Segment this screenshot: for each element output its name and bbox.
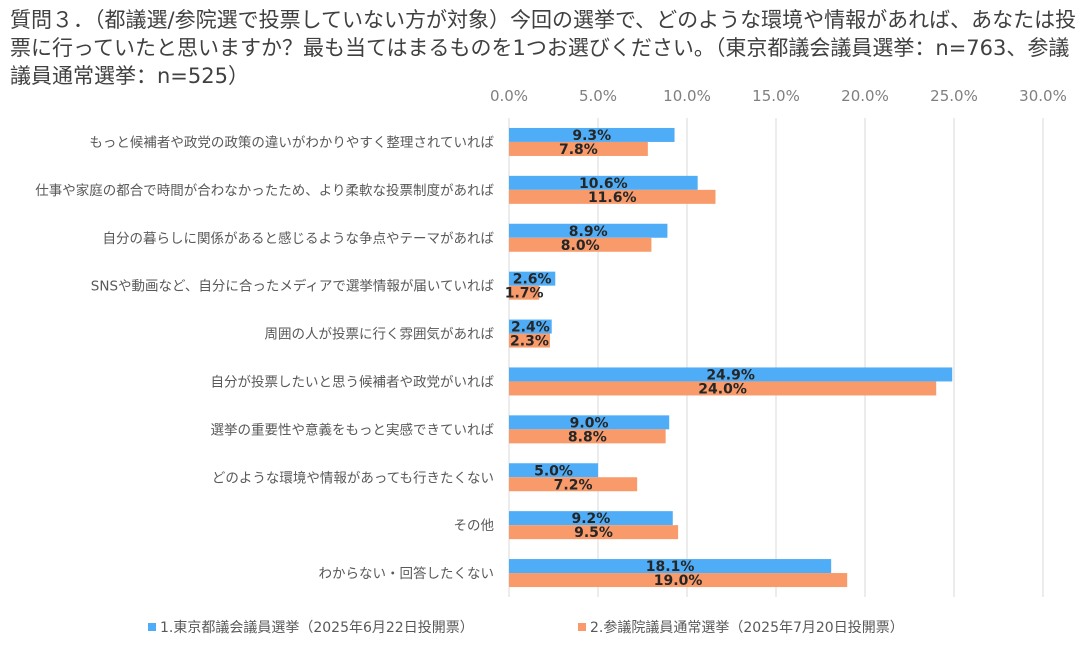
data-label-series1: 2.6% (513, 272, 552, 288)
data-label-series1: 18.1% (646, 559, 695, 575)
bar-series1 (509, 367, 953, 382)
data-label-series2: 7.8% (559, 142, 598, 158)
x-tick-label: 10.0% (663, 87, 711, 105)
data-label-series1: 9.0% (570, 415, 609, 431)
data-label-series2: 2.3% (510, 334, 549, 350)
x-tick-label: 20.0% (841, 87, 889, 105)
legend-item-series1: 1.東京都議会議員選挙（2025年6月22日投開票） (148, 617, 474, 637)
bar-series2 (509, 333, 550, 348)
category-label: もっと候補者や政党の政策の違いがわかりやすく整理されていれば (89, 134, 494, 151)
x-tick-label: 15.0% (752, 87, 800, 105)
bar-series2 (509, 189, 716, 204)
data-label-series1: 5.0% (534, 463, 573, 479)
bar-series2 (509, 237, 652, 252)
bar-series1 (509, 559, 832, 574)
bar-series1 (509, 511, 673, 526)
data-label-series1: 10.6% (579, 176, 628, 192)
bar-series1 (509, 175, 698, 190)
bar-series2 (509, 381, 937, 396)
category-label: 自分の暮らしに関係があると感じるような争点やテーマがあれば (103, 230, 495, 247)
bar-series1 (509, 319, 552, 334)
category-label: 周囲の人が投票に行く雰囲気があれば (265, 327, 495, 343)
bar-series1 (509, 223, 668, 238)
bar-series1 (509, 415, 670, 430)
data-label-series2: 8.0% (561, 238, 600, 254)
x-tick-label: 30.0% (1019, 87, 1067, 105)
legend-label-series1: 1.東京都議会議員選挙（2025年6月22日投開票） (160, 620, 474, 636)
bar-series2 (509, 477, 638, 492)
x-tick-label: 5.0% (579, 87, 617, 105)
bar-series1 (509, 271, 556, 286)
data-label-series1: 9.2% (571, 511, 610, 527)
data-label-series1: 2.4% (511, 320, 550, 336)
bar-series2 (509, 573, 848, 588)
category-label: 自分が投票したいと思う候補者や政党がいれば (211, 374, 495, 390)
data-label-series2: 19.0% (654, 573, 703, 589)
data-label-series2: 24.0% (698, 381, 747, 397)
category-label: どのような環境や情報があっても行きたくない (212, 470, 494, 486)
bar-series2 (509, 285, 540, 300)
legend-swatch-series2 (578, 623, 586, 631)
bar-series2 (509, 525, 679, 540)
data-label-series1: 8.9% (569, 224, 608, 240)
data-label-series2: 1.7% (505, 286, 544, 302)
chart-title: 質問３．（都議選/参院選で投票していない方が対象）今回の選挙で、どのような環境や… (10, 8, 1077, 88)
category-label: SNSや動画など、自分に合ったメディアで選挙情報が届いていれば (91, 278, 495, 295)
legend-item-series2: 2.参議院議員通常選挙（2025年7月20日投開票） (578, 617, 904, 637)
data-label-series1: 24.9% (706, 367, 755, 383)
x-tick-label: 0.0% (490, 87, 528, 105)
bar-series2 (509, 429, 666, 444)
data-label-series2: 11.6% (588, 190, 637, 206)
category-label: 選挙の重要性や意義をもっと実感できていれば (211, 421, 495, 438)
bar-series1 (509, 463, 598, 478)
data-label-series2: 8.8% (568, 429, 607, 445)
legend-swatch-series1 (148, 623, 156, 631)
data-label-series2: 7.2% (554, 477, 593, 493)
category-label: その他 (454, 518, 495, 534)
category-label: わからない・回答したくない (319, 565, 495, 582)
bar-series2 (509, 141, 648, 156)
bar-series1 (509, 127, 675, 142)
data-label-series1: 9.3% (572, 128, 611, 144)
data-label-series2: 9.5% (574, 525, 613, 541)
x-tick-label: 25.0% (930, 87, 978, 105)
category-label: 仕事や家庭の都合で時間が合わなかったため、より柔軟な投票制度があれば (35, 182, 494, 199)
legend-label-series2: 2.参議院議員通常選挙（2025年7月20日投開票） (590, 620, 904, 636)
